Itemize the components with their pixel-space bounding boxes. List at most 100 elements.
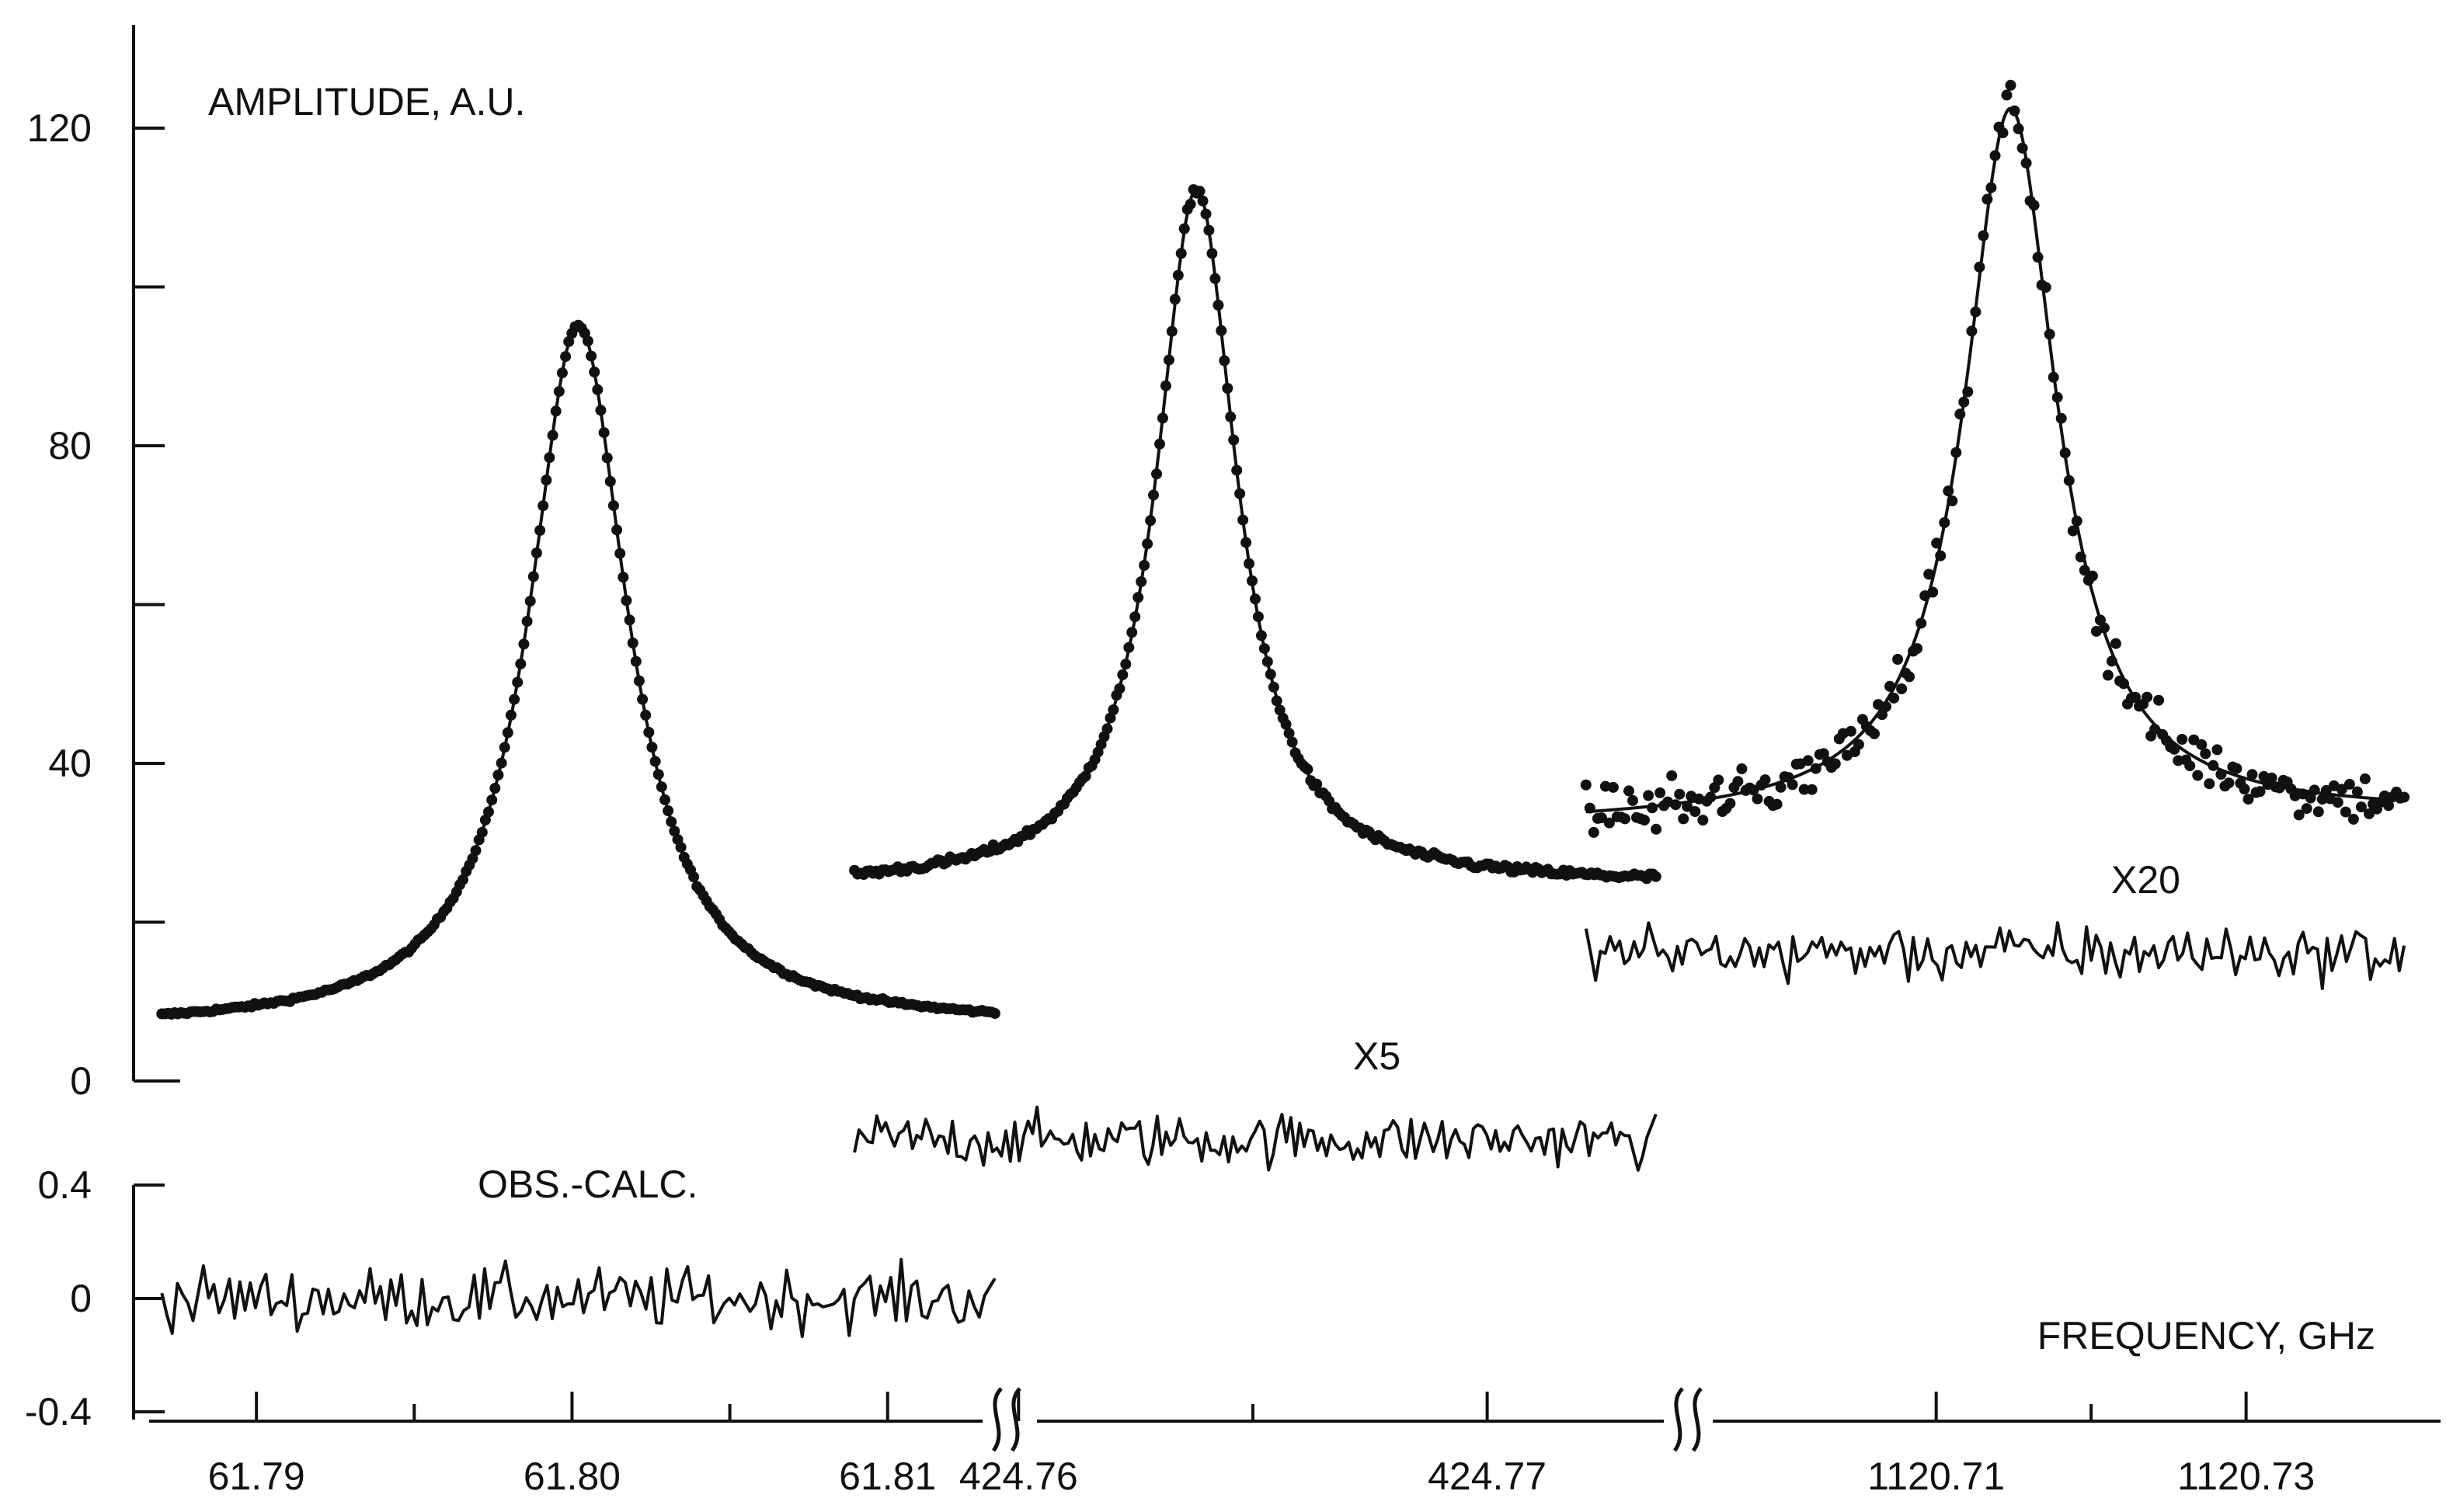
data-point <box>2312 806 2324 818</box>
residual-trace-2: X5 <box>853 1034 1658 1172</box>
data-point <box>1802 755 1814 766</box>
data-point <box>499 742 510 753</box>
data-point <box>2192 770 2204 781</box>
spectral-line-3 <box>1580 79 2410 838</box>
data-point <box>1240 537 1252 548</box>
data-point <box>1274 704 1286 716</box>
data-point <box>1627 794 1638 806</box>
data-point <box>1234 488 1246 499</box>
data-point <box>492 770 504 780</box>
data-point <box>2055 412 2067 424</box>
data-point <box>1697 815 1709 826</box>
data-point <box>1771 798 1783 810</box>
data-point <box>1623 785 1634 797</box>
data-point <box>2347 813 2359 825</box>
data-point <box>521 616 533 627</box>
data-point <box>1151 468 1162 480</box>
data-point <box>1163 354 1174 366</box>
spectral-line-2 <box>849 184 1661 885</box>
data-point <box>1603 817 1615 829</box>
data-point <box>669 826 680 837</box>
data-point <box>1160 380 1171 391</box>
data-point <box>2142 691 2153 703</box>
data-point <box>1896 683 1908 694</box>
data-point <box>2215 769 2227 780</box>
y-tick-label: 80 <box>48 424 92 468</box>
data-point <box>604 475 616 487</box>
data-point <box>586 350 597 362</box>
data-point <box>2013 123 2024 134</box>
data-point <box>624 614 635 626</box>
data-point <box>2231 763 2242 774</box>
data-point <box>1974 261 1985 273</box>
data-point <box>1222 383 1233 394</box>
data-point <box>2102 669 2114 681</box>
fit-curve <box>854 187 1656 879</box>
data-point <box>1732 776 1744 787</box>
x-tick-label: 424.76 <box>959 1455 1078 1498</box>
data-point <box>1209 273 1221 284</box>
data-point <box>563 335 575 347</box>
data-point <box>633 675 645 686</box>
data-point <box>1670 799 1682 811</box>
data-point <box>2044 328 2055 340</box>
data-point <box>515 658 527 669</box>
data-point <box>649 756 661 767</box>
data-point <box>2048 371 2059 383</box>
data-point <box>643 727 655 738</box>
data-point <box>2351 786 2363 798</box>
data-point <box>458 874 468 885</box>
data-point <box>1250 593 1261 605</box>
data-point <box>2355 801 2367 813</box>
data-point <box>550 405 562 417</box>
data-point <box>2254 786 2266 798</box>
data-point <box>2032 252 2044 263</box>
data-point <box>527 571 539 582</box>
data-point <box>2110 638 2121 649</box>
data-point <box>1271 695 1282 707</box>
residual-tick-label: 0.4 <box>37 1163 92 1207</box>
data-point <box>1261 656 1273 668</box>
axis-break-mark <box>1010 1387 1021 1452</box>
data-point <box>1219 355 1230 367</box>
data-point <box>544 452 555 464</box>
data-point <box>1950 447 1962 458</box>
data-point <box>489 783 501 794</box>
data-point <box>1748 784 1759 796</box>
x-tick-label: 61.79 <box>208 1455 305 1498</box>
residual-tick-label: 0 <box>70 1277 92 1320</box>
data-point <box>595 405 607 416</box>
data-point <box>1654 787 1666 798</box>
residual-line <box>1584 921 2406 990</box>
data-point <box>1302 763 1313 775</box>
data-point <box>538 500 549 512</box>
data-point <box>1682 801 1693 812</box>
data-point <box>2079 565 2090 576</box>
data-point <box>2020 157 2032 169</box>
data-point <box>1117 669 1129 680</box>
data-point <box>2118 678 2129 690</box>
data-point <box>1283 728 1295 739</box>
data-point <box>2071 515 2082 527</box>
data-point <box>1752 793 1763 805</box>
residual-scale-label: X5 <box>1353 1034 1400 1078</box>
data-point <box>1252 611 1264 623</box>
data-point <box>1105 712 1116 724</box>
data-point <box>1203 224 1215 236</box>
data-point <box>1133 592 1144 603</box>
data-point <box>2153 694 2165 706</box>
data-point <box>1923 568 1935 580</box>
data-point <box>1595 812 1607 824</box>
data-point <box>1689 806 1701 817</box>
data-point <box>2106 655 2117 667</box>
data-point <box>2059 447 2071 459</box>
data-point <box>2028 200 2040 211</box>
data-point <box>621 595 632 607</box>
data-point <box>1157 412 1168 424</box>
data-point <box>2009 105 2020 116</box>
data-point <box>611 524 623 536</box>
data-point <box>1912 643 1923 655</box>
data-point <box>1798 784 1810 795</box>
data-point <box>2223 777 2235 789</box>
